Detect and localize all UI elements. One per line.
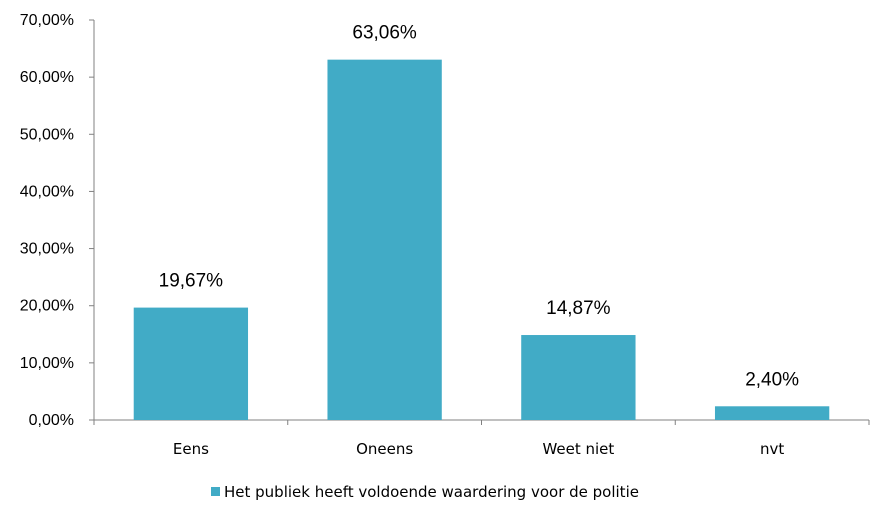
y-axis: 0,00% 10,00% 20,00% 30,00% 40,00% 50,00% 60,00…: [20, 12, 95, 429]
y-tick-label: 40,00%: [20, 183, 74, 200]
y-tick-label: 70,00%: [20, 12, 74, 29]
data-labels: 19,67% 63,06% 14,87% 2,40%: [159, 23, 800, 391]
legend-label: Het publiek heeft voldoende waardering v…: [224, 483, 639, 501]
category-label: Oneens: [356, 440, 413, 458]
bar: [327, 59, 442, 421]
data-label: 2,40%: [745, 369, 799, 390]
y-tick-label: 20,00%: [20, 298, 74, 315]
y-tick-label: 0,00%: [29, 412, 74, 429]
y-tick-label: 60,00%: [20, 69, 74, 86]
y-tick-label: 10,00%: [20, 355, 74, 372]
bar: [521, 335, 636, 420]
data-label: 14,87%: [546, 298, 611, 319]
bar: [714, 406, 830, 420]
category-label: Eens: [173, 440, 209, 458]
data-label: 63,06%: [352, 23, 417, 44]
category-label: nvt: [760, 440, 784, 458]
bar: [133, 307, 249, 420]
y-tick-label: 50,00%: [20, 126, 74, 143]
data-label: 19,67%: [159, 271, 224, 292]
legend: Het publiek heeft voldoende waardering v…: [211, 483, 639, 501]
category-label: Weet niet: [542, 440, 614, 458]
y-tick-label: 30,00%: [20, 241, 74, 258]
legend-swatch: [211, 487, 220, 496]
x-axis: Eens Oneens Weet niet nvt: [93, 419, 870, 458]
bars: [133, 59, 830, 421]
